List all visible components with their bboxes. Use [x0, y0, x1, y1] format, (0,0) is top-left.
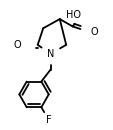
- Text: O: O: [13, 40, 21, 50]
- Text: N: N: [46, 49, 54, 59]
- Text: O: O: [90, 27, 98, 37]
- Text: F: F: [46, 115, 51, 125]
- Text: HO: HO: [65, 10, 80, 20]
